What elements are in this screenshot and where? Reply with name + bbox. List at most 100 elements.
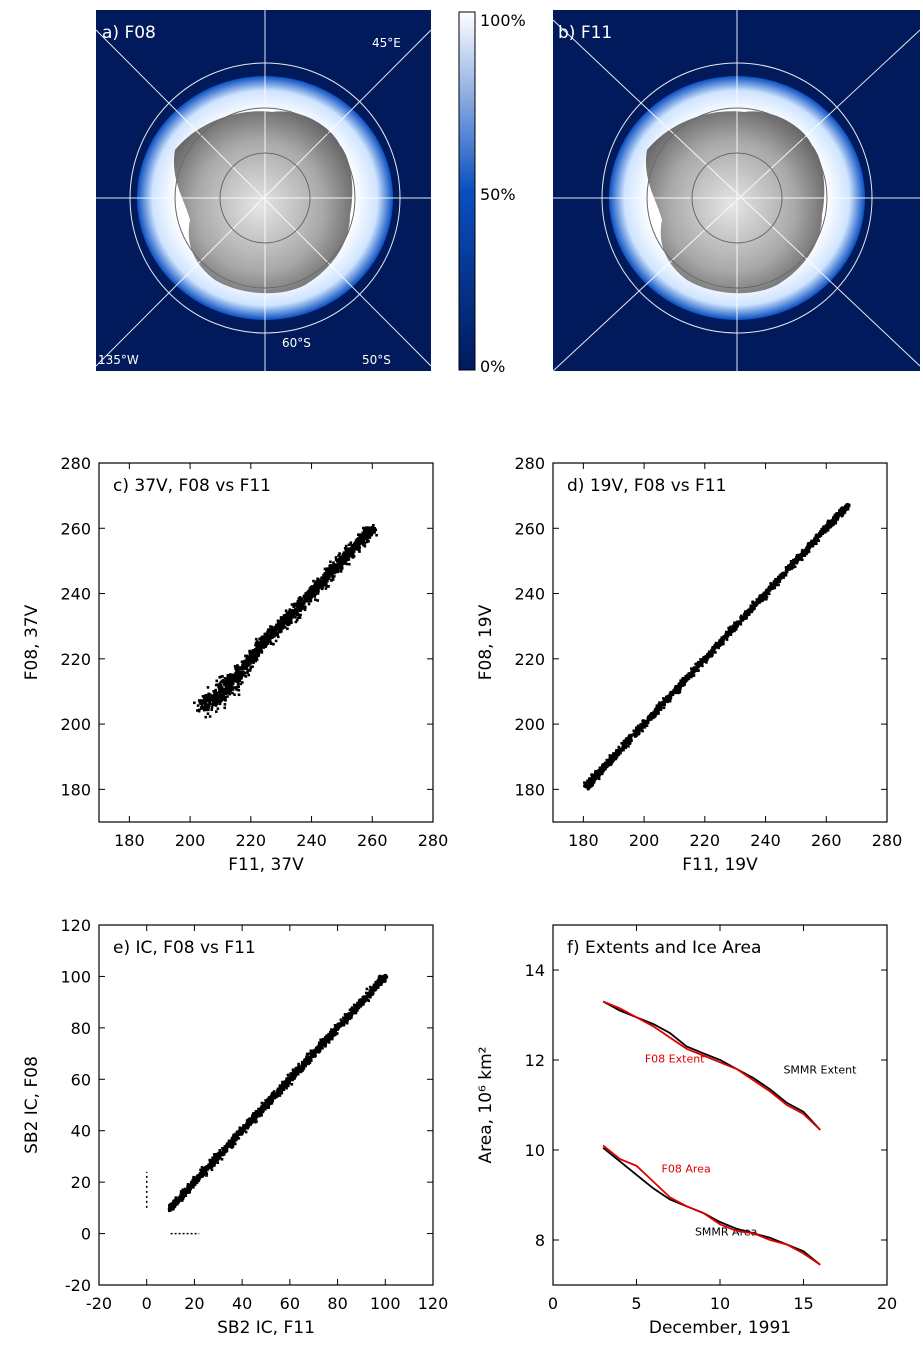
scatter-point-d xyxy=(583,783,589,789)
scatter-point-c xyxy=(354,542,360,548)
x-tick-label-e: 80 xyxy=(327,1294,347,1313)
x-tick-label-c: 180 xyxy=(114,831,145,850)
scatter-point-c xyxy=(217,688,223,694)
y-tick-label-e: 60 xyxy=(71,1070,91,1089)
x-tick-label-f: 20 xyxy=(877,1294,897,1313)
scatter-point-d xyxy=(596,770,602,776)
y-tick-label-c: 180 xyxy=(60,780,91,799)
x-tick-label-e: -20 xyxy=(86,1294,112,1313)
chart-title-e: e) IC, F08 vs F11 xyxy=(113,938,256,958)
scatter-point-d xyxy=(671,688,677,694)
y-tick-label-c: 240 xyxy=(60,585,91,604)
scatter-point-e xyxy=(168,1205,174,1211)
x-tick-label-f: 5 xyxy=(631,1294,641,1313)
x-tick-label-c: 260 xyxy=(357,831,388,850)
scatter-point-e xyxy=(263,1102,269,1108)
map-a-lon-east: 45°E xyxy=(372,36,401,50)
series-line-f08-extent xyxy=(602,1000,821,1131)
y-tick-label-c: 260 xyxy=(60,519,91,538)
series-label-smmr-extent: SMMR Extent xyxy=(783,1064,857,1077)
map-a-lat-60: 60°S xyxy=(282,336,311,350)
y-axis-label-d: F08, 19V xyxy=(476,604,496,680)
x-tick-label-c: 220 xyxy=(236,831,267,850)
y-tick-label-f: 10 xyxy=(525,1141,545,1160)
scatter-cloud-d xyxy=(583,503,851,791)
scatter-point-e xyxy=(191,1179,197,1185)
y-tick-label-d: 200 xyxy=(514,715,545,734)
scatter-point-e xyxy=(382,973,388,979)
y-axis-label-c: F08, 37V xyxy=(22,604,42,680)
x-tick-label-d: 240 xyxy=(750,831,781,850)
y-tick-label-d: 260 xyxy=(514,519,545,538)
x-tick-label-c: 240 xyxy=(296,831,327,850)
x-tick-label-d: 260 xyxy=(811,831,842,850)
x-axis-label-d: F11, 19V xyxy=(682,855,758,875)
x-tick-label-e: 60 xyxy=(280,1294,300,1313)
scatter-point-e xyxy=(311,1051,317,1057)
y-axis-label-f: Area, 10⁶ km² xyxy=(476,1047,496,1164)
y-tick-label-e: 100 xyxy=(60,967,91,986)
scatter-point-e xyxy=(215,1153,221,1159)
scatter-point-d xyxy=(823,525,829,531)
scatter-point-c xyxy=(309,591,315,597)
y-tick-label-e: 20 xyxy=(71,1173,91,1192)
colorbar-gradient xyxy=(458,11,476,371)
scatter-point-e xyxy=(335,1025,341,1031)
x-tick-label-d: 220 xyxy=(690,831,721,850)
y-tick-label-e: 80 xyxy=(71,1019,91,1038)
y-tick-label-e: 120 xyxy=(60,916,91,935)
y-tick-label-c: 220 xyxy=(60,650,91,669)
map-b-label: b) F11 xyxy=(558,23,612,43)
plot-frame-c xyxy=(98,462,434,823)
series-label-smmr-area: SMMR Area xyxy=(695,1226,757,1239)
colorbar-mid-label: 50% xyxy=(480,185,516,204)
scatter-point-c xyxy=(293,607,299,613)
scatter-point-d xyxy=(611,754,617,760)
scatter-point-e xyxy=(358,999,364,1005)
y-tick-label-d: 240 xyxy=(514,585,545,604)
scatter-cloud-e xyxy=(167,974,389,1213)
scatter-point-d xyxy=(702,656,708,662)
y-tick-label-c: 200 xyxy=(60,715,91,734)
x-tick-label-c: 200 xyxy=(175,831,206,850)
scatter-point-c xyxy=(263,636,269,642)
scatter-point-c xyxy=(324,574,330,580)
x-axis-label-f: December, 1991 xyxy=(649,1318,791,1338)
x-tick-label-f: 10 xyxy=(710,1294,730,1313)
y-axis-label-e: SB2 IC, F08 xyxy=(22,1056,42,1154)
chart-e: -20 0 20 40 60 80 100 120 -20 0 20 40 60 80 100 120 e) I… xyxy=(22,916,448,1338)
x-tick-label-c: 280 xyxy=(418,831,449,850)
scatter-point-d xyxy=(641,721,647,727)
x-tick-label-d: 280 xyxy=(872,831,903,850)
scatter-point-c xyxy=(248,656,254,662)
x-tick-label-e: 120 xyxy=(418,1294,449,1313)
scatter-point-d xyxy=(793,558,799,564)
scatter-point-c xyxy=(339,558,345,564)
x-tick-label-d: 200 xyxy=(629,831,660,850)
series-line-f08-area xyxy=(602,1144,821,1266)
x-tick-label-e: 100 xyxy=(370,1294,401,1313)
x-tick-label-f: 0 xyxy=(548,1294,558,1313)
y-tick-label-c: 280 xyxy=(60,454,91,473)
y-tick-label-f: 8 xyxy=(535,1231,545,1250)
series-label-f08-area: F08 Area xyxy=(662,1163,711,1176)
series-label-f08-extent: F08 Extent xyxy=(645,1052,705,1065)
colorbar: 100% 50% 0% xyxy=(458,11,526,376)
chart-title-d: d) 19V, F08 vs F11 xyxy=(567,476,726,496)
plot-frame-d xyxy=(552,462,888,823)
y-tick-label-e: 40 xyxy=(71,1122,91,1141)
scatter-point-c xyxy=(202,705,208,711)
y-tick-label-e: 0 xyxy=(81,1225,91,1244)
colorbar-top-label: 100% xyxy=(480,11,526,30)
x-tick-label-e: 40 xyxy=(232,1294,252,1313)
chart-c: 180 200 220 240 260 280 180 200 220 240 260 280 c) 3… xyxy=(22,454,448,875)
map-panel-a: a) F08 45°E 135°W 60°S 50°S xyxy=(95,10,432,371)
x-tick-label-e: 20 xyxy=(184,1294,204,1313)
scatter-point-d xyxy=(732,623,738,629)
scatter-point-e xyxy=(287,1076,293,1082)
chart-title-c: c) 37V, F08 vs F11 xyxy=(113,476,271,496)
y-tick-label-f: 14 xyxy=(525,961,545,980)
chart-f: 0 5 10 15 20 8 10 12 14 f) Extents and Ice Area De… xyxy=(476,924,897,1338)
